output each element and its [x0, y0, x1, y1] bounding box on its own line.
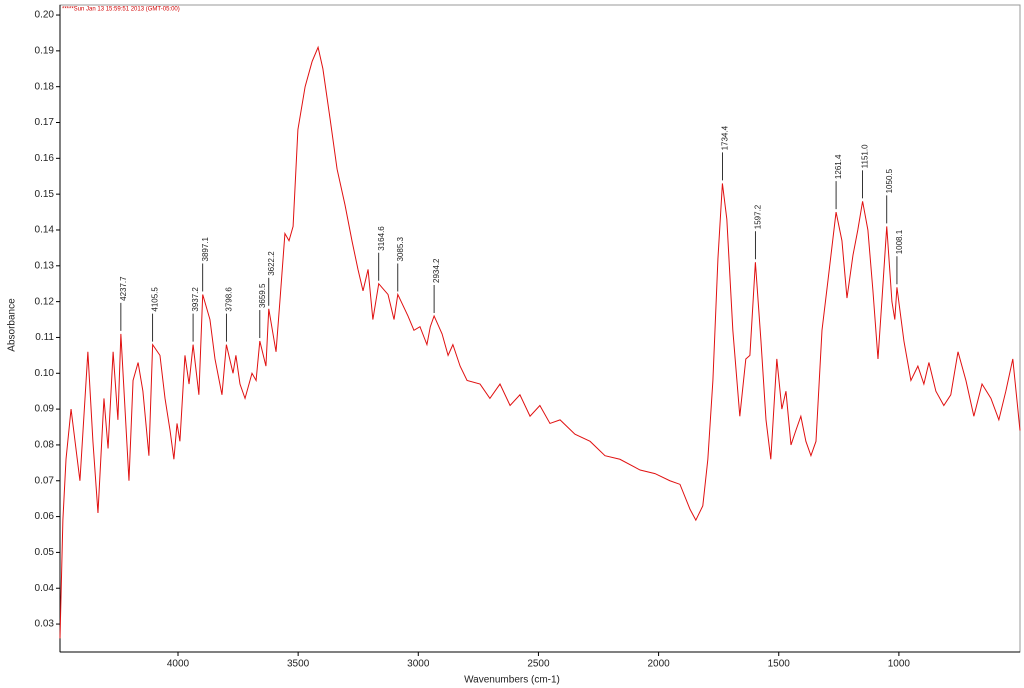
- peak-label: 1008.1: [895, 229, 904, 254]
- y-tick-label: 0.20: [35, 10, 55, 21]
- peak-label: 4237.7: [119, 276, 128, 301]
- peak-label: 3659.5: [258, 283, 267, 308]
- y-tick-label: 0.13: [35, 260, 55, 271]
- chart-title: *****Sun Jan 13 15:59:51 2013 (GMT-05:00…: [62, 7, 180, 13]
- peak-label: 3622.2: [267, 251, 276, 276]
- y-tick-label: 0.19: [35, 45, 55, 56]
- y-tick-label: 0.15: [35, 189, 55, 200]
- x-tick-label: 2500: [527, 659, 550, 670]
- x-tick-label: 3000: [407, 659, 430, 670]
- peak-label: 1734.4: [721, 125, 730, 150]
- peak-label: 1151.0: [861, 144, 870, 168]
- y-tick-label: 0.11: [35, 332, 54, 343]
- peak-label: 3164.6: [377, 226, 386, 251]
- peak-label: 2934.2: [432, 258, 441, 283]
- peak-label: 3937.2: [191, 287, 200, 312]
- y-tick-label: 0.07: [35, 475, 55, 486]
- y-tick-label: 0.16: [35, 153, 55, 164]
- x-tick-label: 3500: [287, 659, 310, 670]
- y-tick-label: 0.09: [35, 404, 55, 415]
- spectrum-line: [59, 45, 1021, 639]
- y-tick-label: 0.17: [35, 117, 55, 128]
- x-tick-label: 2000: [647, 659, 670, 670]
- y-tick-label: 0.08: [35, 440, 55, 451]
- y-tick-label: 0.14: [35, 225, 55, 236]
- peak-label: 1050.5: [885, 168, 894, 193]
- peak-label: 3897.1: [201, 236, 210, 261]
- peak-label: 4105.5: [151, 287, 160, 312]
- x-tick-label: 1500: [768, 659, 791, 670]
- y-tick-label: 0.04: [35, 583, 55, 594]
- y-tick-label: 0.06: [35, 511, 55, 522]
- y-tick-label: 0.10: [35, 368, 55, 379]
- y-tick-label: 0.18: [35, 81, 55, 92]
- y-tick-label: 0.05: [35, 547, 55, 558]
- y-axis-label: Absorbance: [7, 298, 18, 352]
- peak-label: 3798.6: [224, 287, 233, 312]
- x-axis-label: Wavenumbers (cm-1): [464, 675, 560, 686]
- plot-frame: [59, 4, 1021, 653]
- x-tick-label: 1000: [888, 659, 911, 670]
- peak-label: 1597.2: [753, 204, 762, 229]
- y-tick-label: 0.12: [35, 296, 55, 307]
- y-tick-label: 0.03: [35, 619, 55, 630]
- peak-label: 3085.3: [396, 236, 405, 261]
- peak-label: 1261.4: [834, 154, 843, 179]
- x-tick-label: 4000: [167, 659, 190, 670]
